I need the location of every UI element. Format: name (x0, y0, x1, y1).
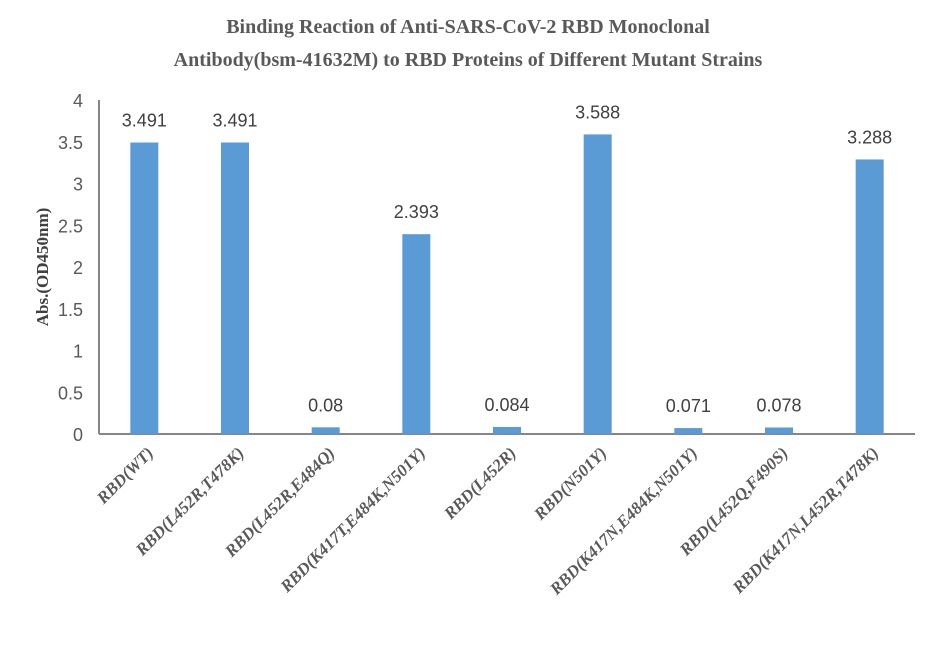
x-tick-label: RBD(K417T,E484K,N501Y) (276, 443, 429, 596)
chart-title-line-1: Binding Reaction of Anti-SARS-CoV-2 RBD … (226, 16, 710, 38)
data-label: 3.491 (212, 111, 257, 131)
data-label: 2.393 (394, 202, 439, 222)
data-label: 0.08 (308, 395, 343, 415)
y-tick-label: 2.5 (58, 216, 83, 236)
x-tick-label: RBD(K417N,E484K,N501Y) (545, 443, 701, 599)
bar (402, 234, 431, 434)
bar (674, 428, 703, 434)
data-label: 0.084 (484, 395, 529, 415)
data-label: 0.078 (756, 395, 801, 415)
bar (493, 426, 521, 434)
y-tick-label: 1 (73, 342, 83, 362)
data-label: 3.491 (122, 111, 167, 131)
x-tick-label: RBD(N501Y) (530, 443, 611, 524)
data-label: 3.288 (847, 127, 892, 147)
y-tick-label: 3.5 (58, 133, 83, 153)
bar (130, 142, 159, 434)
data-label: 3.588 (575, 102, 620, 122)
bar (855, 159, 884, 434)
y-tick-label: 3 (73, 175, 83, 195)
x-tick-label: RBD(L452R) (440, 443, 520, 523)
y-tick-label: 0.5 (58, 383, 83, 403)
y-axis-label: Abs.(OD450nm) (33, 208, 52, 327)
chart-title-line-2: Antibody(bsm-41632M) to RBD Proteins of … (174, 49, 763, 71)
y-tick-label: 4 (73, 91, 83, 111)
y-tick-label: 2 (73, 258, 83, 278)
bar (311, 427, 340, 434)
y-tick-label: 0 (73, 425, 83, 445)
bar (583, 134, 612, 435)
x-tick-label: RBD(WT) (92, 443, 157, 508)
y-tick-label: 1.5 (58, 300, 83, 320)
data-label: 0.071 (666, 396, 711, 416)
x-tick-label: RBD(K417N,L452R,T478K) (728, 443, 882, 597)
bar (765, 427, 793, 434)
bar (221, 142, 249, 434)
